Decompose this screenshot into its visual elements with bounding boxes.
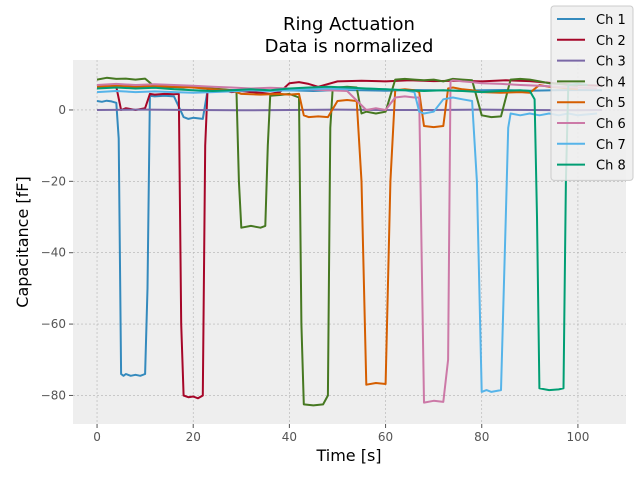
series-line-ch3 xyxy=(96,108,603,112)
legend-label-ch3: Ch 3 xyxy=(596,55,626,70)
legend: Ch 1 Ch 2 Ch 3 Ch 4 Ch 5 Ch 6 Ch 7 Ch 8 xyxy=(550,5,634,181)
legend-label-ch2: Ch 2 xyxy=(596,34,626,49)
x-tick-label: 60 xyxy=(378,430,393,444)
legend-box xyxy=(550,5,634,181)
y-tick-label: −20 xyxy=(41,174,66,188)
chart-title-line2: Data is normalized xyxy=(265,36,434,57)
plot-area: 0 20 40 60 80 100 0 −20 −40 −60 −80 xyxy=(41,60,626,444)
legend-label-ch6: Ch 6 xyxy=(596,117,626,132)
legend-label-ch7: Ch 7 xyxy=(596,138,626,153)
x-tick-label: 80 xyxy=(474,430,489,444)
x-tick-label: 0 xyxy=(93,430,101,444)
legend-label-ch4: Ch 4 xyxy=(596,75,626,90)
series-line-ch8 xyxy=(96,82,588,392)
x-tick-label: 20 xyxy=(186,430,201,444)
x-tick-label: 100 xyxy=(566,430,589,444)
series-line-ch6 xyxy=(96,79,598,404)
y-tick-label: 0 xyxy=(58,103,66,117)
chart-title-line1: Ring Actuation xyxy=(283,14,415,35)
x-tick-label: 40 xyxy=(282,430,297,444)
legend-label-ch5: Ch 5 xyxy=(596,96,626,111)
x-axis-label: Time [s] xyxy=(315,446,381,465)
y-axis-label: Capacitance [fF] xyxy=(13,176,32,307)
y-tick-label: −40 xyxy=(41,246,66,260)
legend-label-ch1: Ch 1 xyxy=(596,13,626,28)
legend-label-ch8: Ch 8 xyxy=(596,159,626,174)
axes-background xyxy=(73,60,626,424)
series-line-ch7 xyxy=(96,87,598,393)
y-tick-label: −60 xyxy=(41,317,66,331)
y-tick-label: −80 xyxy=(41,388,66,402)
